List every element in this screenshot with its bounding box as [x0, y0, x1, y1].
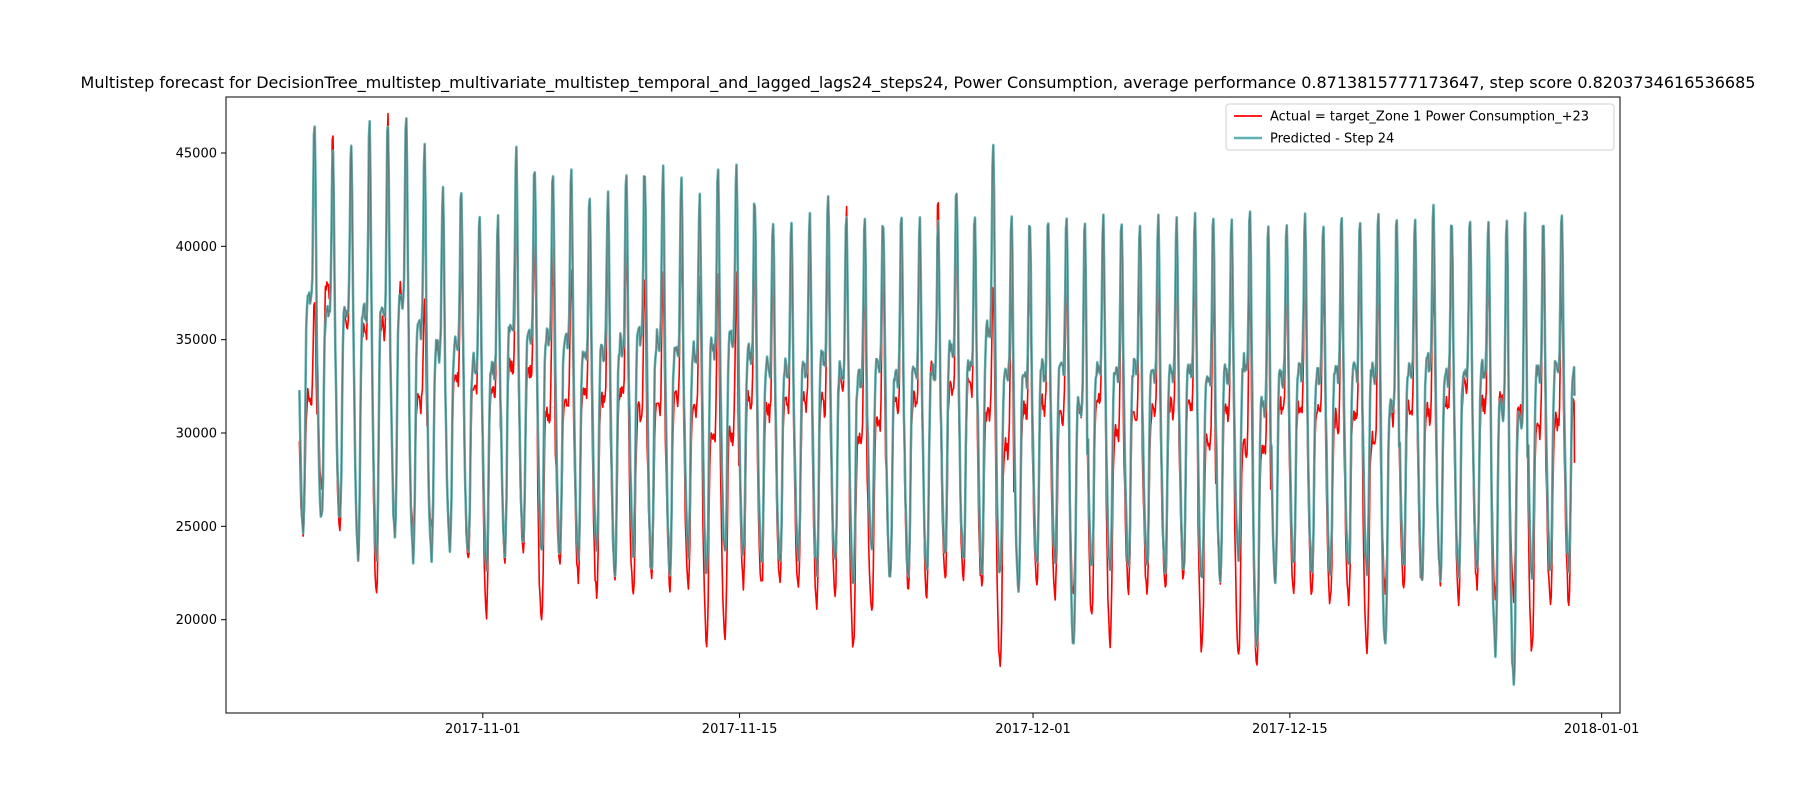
legend-label-predicted: Predicted - Step 24 [1270, 132, 1394, 147]
axes: 2017-11-01 2017-11-15 2017-12-01 2017-12-15… [176, 147, 1640, 738]
legend: Actual = target_Zone 1 Power Consumption… [1225, 103, 1615, 151]
x-tick-label: 2017-11-01 [445, 722, 521, 737]
plot-frame [225, 96, 1621, 714]
x-tick-label: 2017-11-15 [702, 722, 778, 737]
y-tick-label: 30000 [176, 427, 217, 442]
chart-title: Multistep forecast for DecisionTree_mult… [81, 73, 1756, 93]
legend-box [1225, 103, 1615, 151]
series-overlap-shade [298, 118, 1576, 685]
x-tick-label: 2017-12-15 [1252, 722, 1328, 737]
plot-area [298, 112, 1576, 686]
x-tick-label: 2017-12-01 [995, 722, 1071, 737]
y-tick-label: 25000 [176, 520, 217, 535]
y-tick-label: 35000 [176, 333, 217, 348]
y-tick-label: 45000 [176, 147, 217, 162]
x-tick-label: 2018-01-01 [1564, 722, 1640, 737]
legend-label-actual: Actual = target_Zone 1 Power Consumption… [1270, 110, 1589, 125]
y-tick-label: 40000 [176, 240, 217, 255]
y-tick-label: 20000 [176, 613, 217, 628]
